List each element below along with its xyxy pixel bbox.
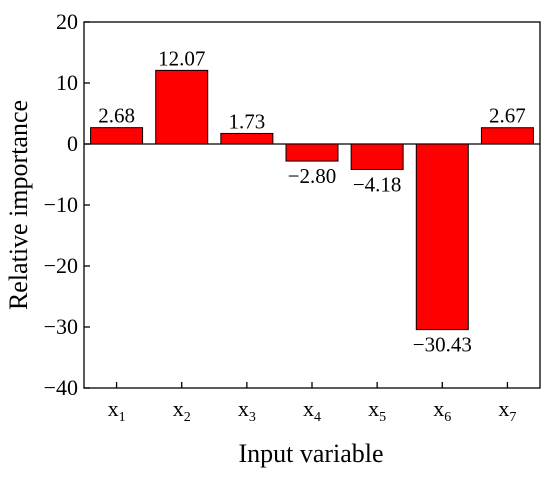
plot-area: 20 10 0 −10 −20 −30 −40 x1 2.68 x2 12.07 x3 1.73 x4 −2…: [44, 9, 541, 425]
bar: [220, 132, 274, 145]
data-label: −4.18: [353, 172, 402, 196]
data-label: 12.07: [158, 46, 205, 70]
data-label: 2.67: [489, 104, 526, 128]
bar: [480, 127, 534, 145]
x-tick-label: x2: [173, 396, 191, 425]
data-label: −2.80: [288, 164, 337, 188]
y-tick-label: 20: [56, 9, 78, 34]
bar: [155, 69, 209, 145]
x-tick-label: x7: [498, 396, 516, 425]
y-tick-label: −40: [44, 375, 78, 400]
bar: [350, 143, 404, 170]
y-tick-label: −30: [44, 314, 78, 339]
bar: [90, 127, 144, 145]
x-tick-label: x4: [303, 396, 321, 425]
y-axis-title: Relative importance: [4, 100, 33, 310]
y-tick-label: 0: [67, 131, 78, 156]
data-label: 2.68: [98, 104, 135, 128]
x-tick-label: x5: [368, 396, 386, 425]
bar: [285, 143, 339, 162]
x-tick-label: x3: [238, 396, 256, 425]
y-tick-label: −10: [44, 192, 78, 217]
x-axis-title: Input variable: [238, 439, 383, 468]
data-label: 1.73: [228, 109, 265, 133]
y-tick-label: 10: [56, 70, 78, 95]
bar: [415, 143, 469, 331]
data-label: −30.43: [413, 333, 472, 357]
y-tick-label: −20: [44, 253, 78, 278]
x-tick-label: x1: [108, 396, 126, 425]
x-tick-label: x6: [433, 396, 451, 425]
